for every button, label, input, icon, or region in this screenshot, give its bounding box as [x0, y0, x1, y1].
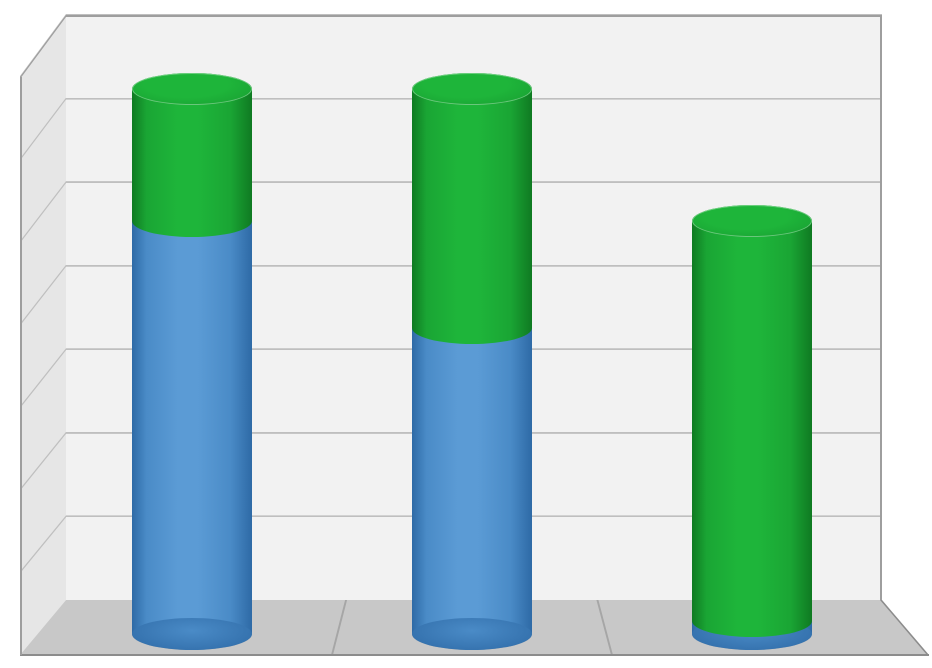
edge-floor-front	[20, 654, 929, 656]
segment-series-2	[692, 205, 812, 637]
cylinder-bottom-cap	[132, 618, 252, 650]
edge-back-right	[880, 15, 882, 600]
chart-3d-stacked-cylinder	[0, 0, 932, 668]
segment-series-2	[412, 73, 532, 344]
cylinder-top-cap	[692, 205, 812, 237]
sidewall	[20, 15, 66, 655]
edge-top	[66, 15, 882, 17]
segment-series-1	[132, 205, 252, 650]
cylinder-top-cap	[132, 73, 252, 105]
cylinder-bottom-cap	[412, 618, 532, 650]
cylinder-top-cap	[412, 73, 532, 105]
segment-series-1	[412, 312, 532, 650]
edge-side-front	[20, 77, 22, 655]
